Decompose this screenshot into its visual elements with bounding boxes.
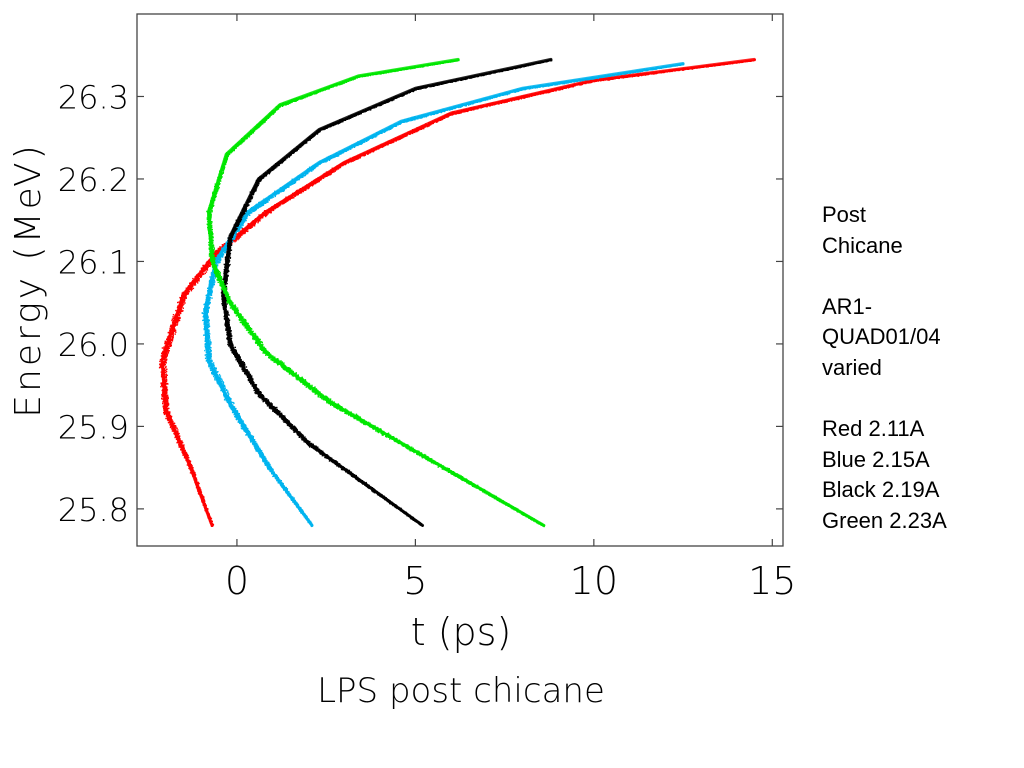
- y-tick-label: 26.3: [58, 78, 129, 116]
- y-tick-label: 25.8: [58, 491, 129, 529]
- series-green: [206, 57, 546, 528]
- plot-frame: [136, 13, 784, 547]
- legend-line: QUAD01/04: [822, 322, 947, 353]
- y-tick-label: 26.0: [58, 326, 129, 364]
- y-tick-label: 26.2: [58, 161, 129, 199]
- legend-entry-red: Red 2.11A: [822, 414, 947, 445]
- series-black: [220, 57, 553, 527]
- y-axis-label: Energy (MeV): [8, 142, 49, 417]
- legend-entry-black: Black 2.19A: [822, 475, 947, 506]
- legend-line: AR1-: [822, 292, 947, 323]
- legend-annotation: Post Chicane AR1- QUAD01/04 varied Red 2…: [822, 200, 947, 537]
- series-layer: [158, 57, 756, 528]
- y-tick-label: 26.1: [58, 243, 129, 281]
- x-axis-label: t (ps): [411, 610, 512, 654]
- legend-entry-blue: Blue 2.15A: [822, 445, 947, 476]
- x-tick-label: 15: [748, 559, 796, 603]
- series-line: [203, 62, 685, 527]
- point-cloud: [201, 63, 685, 528]
- point-cloud: [158, 59, 756, 527]
- series-line: [160, 57, 756, 527]
- series-red: [158, 57, 756, 527]
- x-tick-label: 10: [570, 559, 618, 603]
- legend-line: Chicane: [822, 231, 947, 262]
- axis-ticks: 0 5 10 15 25.8 25.9 26.0 26.1 26.2 26.3: [58, 14, 796, 603]
- point-cloud: [206, 59, 545, 528]
- legend-line: [822, 384, 947, 415]
- legend-line: Post: [822, 200, 947, 231]
- legend-entry-green: Green 2.23A: [822, 506, 947, 537]
- x-tick-label: 5: [403, 559, 427, 603]
- chart-title: LPS post chicane: [317, 671, 605, 711]
- series-line: [221, 57, 553, 527]
- legend-line: [822, 261, 947, 292]
- x-tick-label: 0: [225, 559, 249, 603]
- series-line: [206, 57, 546, 527]
- legend-line: varied: [822, 353, 947, 384]
- y-tick-label: 25.9: [58, 408, 129, 446]
- series-blue: [201, 62, 685, 528]
